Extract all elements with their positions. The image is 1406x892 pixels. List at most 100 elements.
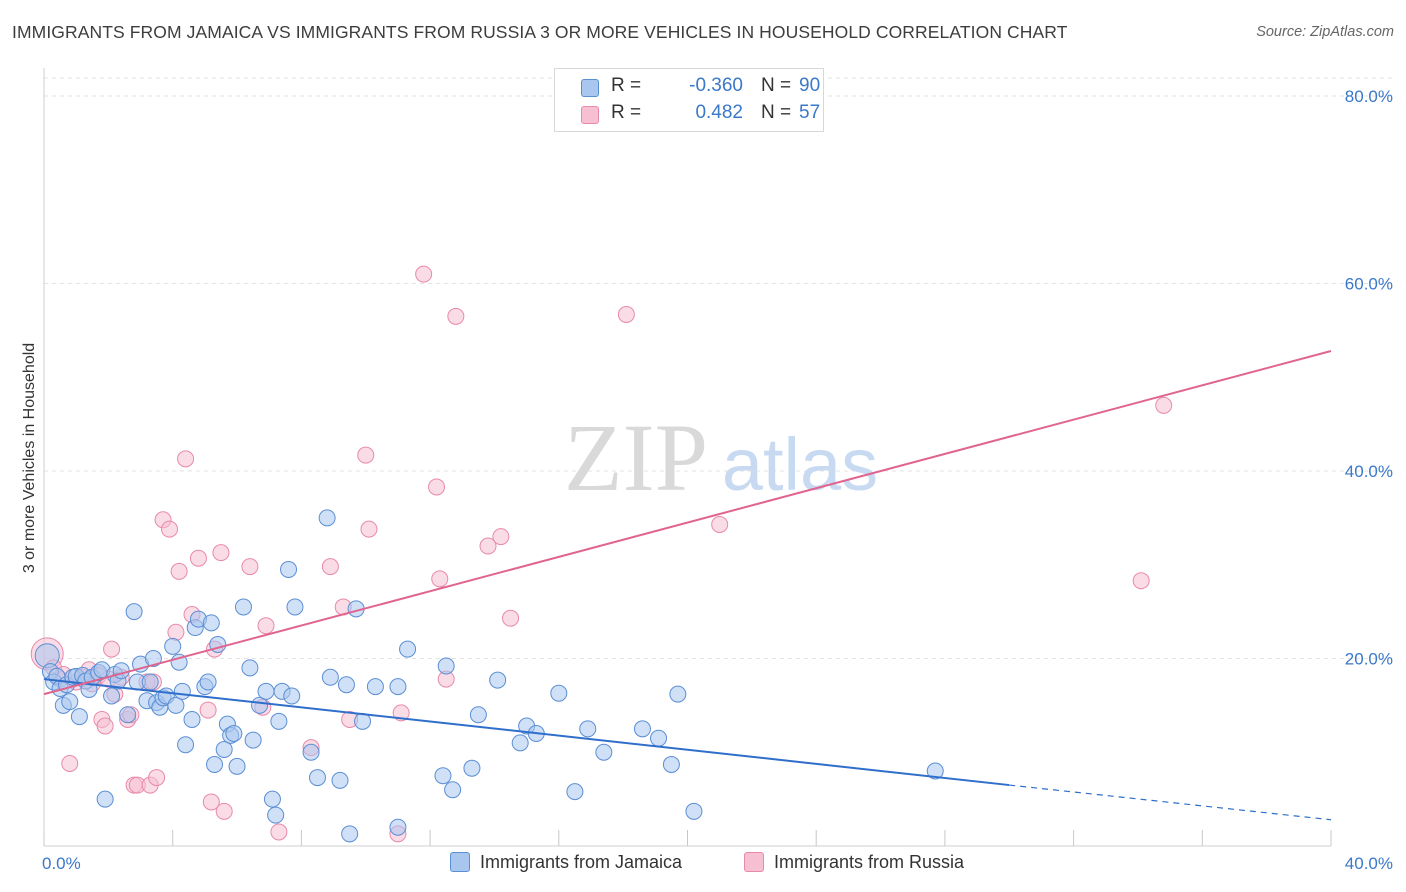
jamaica-point-50 (228, 757, 246, 775)
jamaica-point-55 (257, 682, 275, 700)
russia-point-25 (160, 520, 178, 538)
jamaica-point-33 (164, 637, 182, 655)
jamaica-legend-swatch (450, 852, 470, 872)
jamaica-point-85 (550, 684, 568, 702)
jamaica-point-89 (633, 720, 651, 738)
y-tick-label-20: 20.0% (1345, 650, 1393, 669)
russia-n-label: N = (761, 102, 792, 123)
russia-point-4 (61, 755, 79, 772)
russia-point-47 (392, 704, 410, 722)
russia-point-26 (167, 623, 185, 641)
russia-point-38 (257, 617, 275, 635)
russia-point-13 (103, 640, 121, 658)
russia-r-value: 0.482 (695, 102, 743, 123)
jamaica-point-36 (173, 682, 191, 700)
y-tick-label-80: 80.0% (1345, 87, 1393, 106)
y-tick-label-40: 40.0% (1345, 462, 1393, 481)
jamaica-point-64 (308, 769, 326, 787)
russia-point-39 (270, 823, 288, 841)
jamaica-point-75 (399, 640, 417, 658)
russia-point-27 (170, 562, 188, 580)
russia-point-58 (1132, 572, 1150, 590)
russia-point-50 (431, 570, 449, 588)
jamaica-point-42 (199, 673, 217, 691)
jamaica-r-label: R = (611, 75, 642, 96)
watermark-zip: ZIP (564, 404, 708, 511)
russia-point-44 (357, 446, 375, 464)
jamaica-point-23 (125, 603, 143, 621)
russia-point-53 (479, 537, 497, 555)
jamaica-point-72 (366, 678, 384, 696)
russia-point-52 (447, 307, 465, 325)
jamaica-point-61 (283, 687, 301, 705)
jamaica-point-44 (206, 755, 224, 773)
russia-point-49 (428, 478, 446, 496)
jamaica-point-78 (444, 781, 462, 799)
russia-legend-swatch (744, 852, 764, 872)
russia-trend-line (43, 350, 1332, 696)
chart-source: Source: ZipAtlas.com (1256, 24, 1394, 40)
jamaica-point-93 (685, 802, 703, 820)
russia-legend-label: Immigrants from Russia (774, 852, 965, 872)
russia-point-48 (415, 265, 433, 283)
russia-point-54 (492, 528, 510, 546)
jamaica-point-92 (669, 685, 687, 703)
jamaica-point-22 (119, 706, 137, 724)
russia-point-34 (212, 544, 230, 562)
y-tick-label-60: 60.0% (1345, 275, 1393, 294)
russia-point-56 (617, 305, 635, 323)
jamaica-point-52 (241, 659, 259, 677)
jamaica-point-91 (662, 755, 680, 773)
jamaica-point-60 (280, 560, 298, 578)
jamaica-point-94 (926, 762, 944, 780)
russia-point-59 (1155, 396, 1173, 414)
jamaica-point-54 (251, 696, 269, 714)
jamaica-point-69 (341, 825, 359, 843)
russia-point-45 (360, 520, 378, 538)
jamaica-point-43 (202, 614, 220, 632)
jamaica-point-71 (354, 712, 372, 730)
russia-point-28 (177, 450, 195, 468)
russia-point-55 (502, 609, 520, 627)
jamaica-point-63 (302, 743, 320, 761)
correlation-legend: R = -0.360 N = 90 R = 0.482 N = 57 (554, 68, 824, 132)
russia-point-35 (215, 802, 233, 820)
jamaica-point-27 (141, 673, 159, 691)
x-tick-label-min: 0.0% (42, 854, 81, 873)
jamaica-point-28 (144, 650, 162, 667)
jamaica-trend-line (43, 678, 1010, 787)
jamaica-point-37 (177, 736, 195, 754)
chart-title: IMMIGRANTS FROM JAMAICA VS IMMIGRANTS FR… (12, 22, 1068, 42)
jamaica-point-21 (112, 662, 130, 680)
russia-point-41 (321, 558, 339, 576)
jamaica-point-80 (469, 706, 487, 724)
trend-lines (43, 350, 1332, 821)
jamaica-point-57 (267, 806, 285, 824)
legend-item-jamaica: Immigrants from Jamaica (450, 852, 682, 873)
jamaica-point-66 (321, 668, 339, 686)
tick-labels: 20.0% 40.0% 60.0% 80.0% 0.0% 40.0% (42, 87, 1393, 873)
jamaica-point-10 (70, 708, 88, 726)
jamaica-n-label: N = (761, 75, 792, 96)
jamaica-point-77 (437, 657, 455, 675)
jamaica-point-88 (595, 743, 613, 761)
jamaica-point-51 (234, 598, 252, 616)
russia-swatch (581, 106, 599, 124)
jamaica-swatch (581, 79, 599, 97)
russia-point-36 (241, 558, 259, 576)
russia-r-label: R = (611, 102, 642, 123)
jamaica-point-79 (463, 759, 481, 777)
jamaica-point-87 (579, 720, 597, 738)
jamaica-point-46 (215, 740, 233, 758)
jamaica-point-17 (96, 790, 114, 808)
jamaica-point-7 (61, 693, 79, 711)
russia-point-57 (711, 515, 729, 533)
jamaica-point-53 (244, 731, 262, 749)
jamaica-point-56 (263, 790, 281, 808)
jamaica-point-62 (286, 598, 304, 616)
jamaica-point-82 (511, 734, 529, 752)
russia-point-23 (148, 769, 166, 787)
jamaica-point-58 (270, 712, 288, 730)
jamaica-point-86 (566, 783, 584, 801)
x-tick-label-max: 40.0% (1345, 854, 1393, 873)
